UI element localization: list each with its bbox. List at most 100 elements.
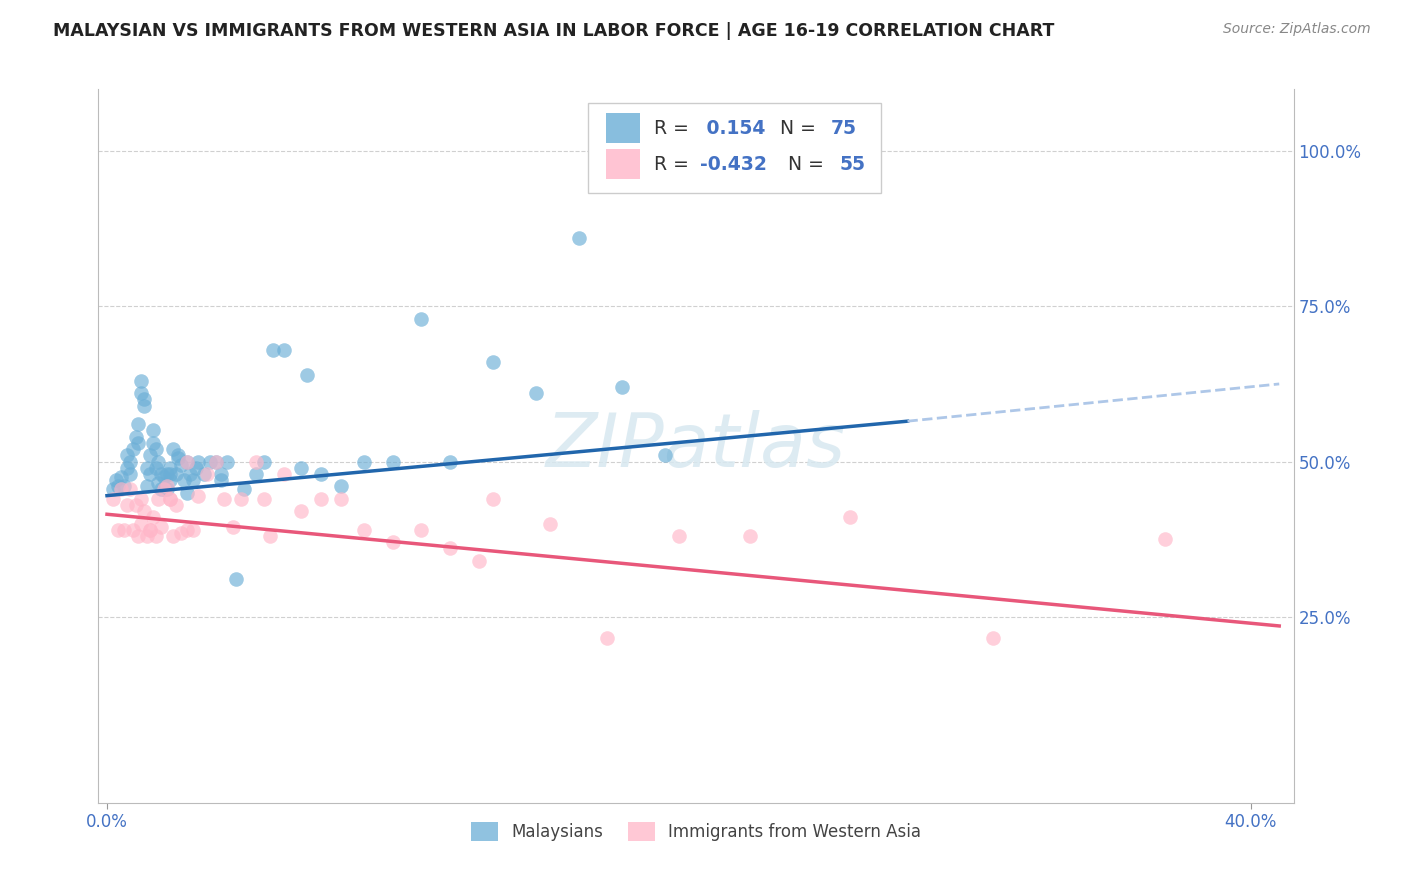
Point [311,467,333,481]
Point [381,454,404,468]
Point [273,343,295,357]
Point [145,529,167,543]
Point [142,436,165,450]
Point [187,489,209,503]
Point [538,516,561,531]
Point [131,516,153,531]
Point [162,529,184,543]
Point [101,483,124,497]
Point [176,523,198,537]
Point [118,454,141,468]
Point [115,498,138,512]
Point [145,460,167,475]
Point [353,454,375,468]
Point [165,498,187,512]
Point [127,436,149,450]
Point [295,368,318,382]
Point [245,454,267,468]
Point [330,491,353,506]
Point [139,523,162,537]
Point [209,473,232,487]
Point [136,460,159,475]
Point [167,448,190,462]
Point [225,573,247,587]
Point [170,525,193,540]
Point [524,386,547,401]
Point [159,460,181,475]
Point [159,467,181,481]
Point [139,523,162,537]
Point [311,491,333,506]
Point [654,448,676,462]
Point [148,476,170,491]
Text: ZIPatlas: ZIPatlas [546,410,846,482]
Legend: Malaysians, Immigrants from Western Asia: Malaysians, Immigrants from Western Asia [464,815,928,848]
Point [165,467,187,481]
Point [150,467,173,481]
FancyBboxPatch shape [606,113,640,144]
Point [134,399,156,413]
Point [981,632,1004,646]
Point [142,510,165,524]
Point [115,460,138,475]
Point [290,504,312,518]
Point [139,467,162,481]
Point [156,479,179,493]
Point [159,491,181,506]
Point [204,454,226,468]
Point [187,454,209,468]
Point [710,145,733,159]
Point [245,467,267,481]
Point [195,467,218,481]
Text: R =: R = [654,154,695,174]
Text: 75: 75 [831,119,858,138]
Text: 55: 55 [839,154,865,174]
Point [253,454,276,468]
FancyBboxPatch shape [606,149,640,179]
Point [159,473,181,487]
Point [231,491,253,506]
Point [101,491,124,506]
Point [596,632,619,646]
Point [134,392,156,407]
Point [124,498,146,512]
Point [262,343,284,357]
Point [768,145,790,159]
Point [107,523,129,537]
Point [127,417,149,432]
Text: N =: N = [768,119,821,138]
Point [568,231,591,245]
Point [110,483,132,497]
Point [139,448,162,462]
Point [159,491,181,506]
Point [118,483,141,497]
Point [198,454,221,468]
Point [153,470,176,484]
Point [668,529,690,543]
Point [740,529,762,543]
Point [148,454,170,468]
Point [121,442,143,456]
Point [439,454,461,468]
Point [153,483,176,497]
Point [107,479,129,493]
Point [134,504,156,518]
Point [482,355,505,369]
Point [181,473,204,487]
Point [124,430,146,444]
Point [156,467,179,481]
Text: -0.432: -0.432 [700,154,766,174]
Point [204,454,226,468]
Point [121,523,143,537]
Text: 0.154: 0.154 [700,119,765,138]
Point [131,491,153,506]
Point [112,479,135,493]
Text: N =: N = [776,154,830,174]
Point [176,454,198,468]
FancyBboxPatch shape [589,103,882,193]
Point [193,467,215,481]
Point [353,523,375,537]
Point [148,491,170,506]
Point [209,467,232,481]
Text: Source: ZipAtlas.com: Source: ZipAtlas.com [1223,22,1371,37]
